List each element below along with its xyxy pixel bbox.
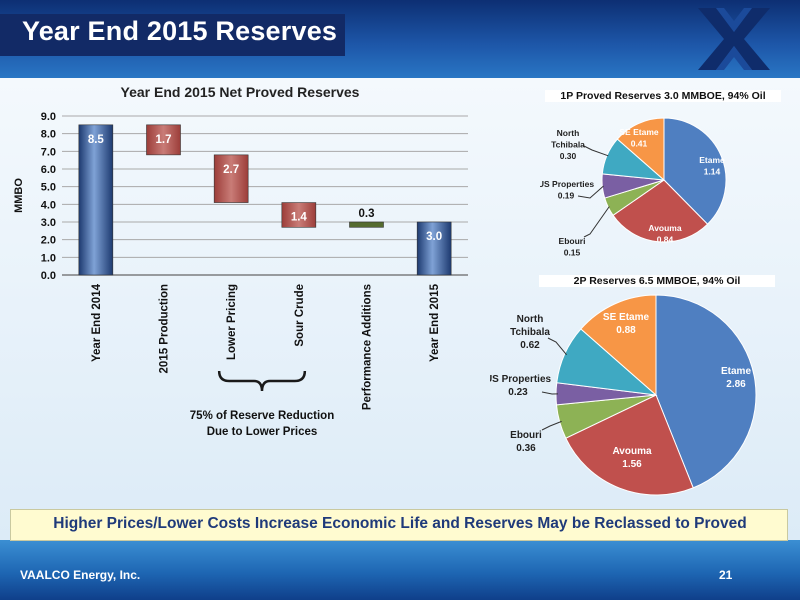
y-tick-label: 7.0 xyxy=(41,146,56,158)
x-tick-label: Year End 2015 xyxy=(429,283,441,362)
y-tick-label: 8.0 xyxy=(41,129,56,141)
waterfall-y-axis-label: MMBO xyxy=(13,178,25,213)
pie-slice-label: US Properties xyxy=(490,374,552,385)
bar-data-label: 3.0 xyxy=(426,231,442,243)
pie-slice-value: 0.84 xyxy=(657,235,674,245)
waterfall-x-ticks: Year End 2014 2015 Production Lower Pricin… xyxy=(91,283,441,410)
pie-slice xyxy=(616,117,665,182)
waterfall-chart: Year End 2015 Net Proved Reserves MMBO 0… xyxy=(13,84,468,438)
pie-slice-label: Ebouri xyxy=(510,430,542,441)
annotation-brace xyxy=(217,370,307,392)
pie-slice-label: Etame xyxy=(721,366,751,377)
pie-leader-line xyxy=(583,145,609,157)
pie-slice-label: US Properties xyxy=(540,179,594,189)
pie-slice xyxy=(663,117,727,225)
pie-1p-title: 1P Proved Reserves 3.0 MMBOE, 94% Oil xyxy=(545,90,781,102)
pie-leader-line xyxy=(547,337,567,356)
footer-background xyxy=(0,540,800,600)
y-tick-label: 0.0 xyxy=(41,270,56,282)
x-tick-label: 2015 Production xyxy=(159,284,171,373)
x-tick-label: Year End 2014 xyxy=(91,283,103,362)
pie-slice-value: 1.56 xyxy=(622,459,642,470)
bar-data-label: 2.7 xyxy=(223,164,239,176)
summary-banner-text: Higher Prices/Lower Costs Increase Econo… xyxy=(53,515,747,532)
pie-slice xyxy=(655,294,757,489)
pie-slice-value: 0.15 xyxy=(564,248,581,258)
waterfall-bar xyxy=(281,202,317,228)
annotation-text: Due to Lower Prices xyxy=(207,426,318,438)
pie-1p-chart: Etame 1.14 Avouma 0.84 Ebouri 0.15 US Properti… xyxy=(540,117,727,258)
y-tick-label: 2.0 xyxy=(41,235,56,247)
x-tick-label: Sour Crude xyxy=(294,284,306,347)
bar-data-label: 8.5 xyxy=(88,134,105,146)
footer-company: VAALCO Energy, Inc. xyxy=(20,568,141,582)
pie-slice-label: Tchibala xyxy=(510,327,550,338)
pie-2p-chart: Etame 2.86 Avouma 1.56 Ebouri 0.36 US Properti… xyxy=(490,294,757,496)
waterfall-bar xyxy=(416,221,452,276)
bar-data-label: 1.7 xyxy=(156,134,172,146)
y-tick-label: 3.0 xyxy=(41,217,56,229)
pie-slice-label: North xyxy=(557,128,580,138)
y-tick-label: 1.0 xyxy=(41,252,56,264)
pie-2p-title: 2P Reserves 6.5 MMBOE, 94% Oil xyxy=(539,275,775,287)
waterfall-chart-title: Year End 2015 Net Proved Reserves xyxy=(121,84,360,100)
pie-slice-value: 0.30 xyxy=(560,151,577,161)
waterfall-y-ticks: 0.0 1.0 2.0 3.0 4.0 5.0 6.0 7.0 8.0 9.0 xyxy=(41,111,56,282)
slide-title: Year End 2015 Reserves xyxy=(22,16,338,46)
waterfall-gridlines xyxy=(62,115,468,276)
x-tick-label: Lower Pricing xyxy=(226,284,238,360)
pie-leader-line xyxy=(577,185,604,199)
pie-slice xyxy=(580,294,657,397)
pie-slice-label: SE Etame xyxy=(619,127,658,137)
y-tick-label: 4.0 xyxy=(41,199,56,211)
pie-slice-label: Etame xyxy=(699,155,725,165)
y-tick-label: 5.0 xyxy=(41,182,56,194)
waterfall-bar xyxy=(349,221,384,228)
bar-data-label: 0.3 xyxy=(359,208,375,220)
pie-slice-label: SE Etame xyxy=(603,312,650,323)
pie-slice xyxy=(565,394,694,496)
pie-slice-label: North xyxy=(517,314,544,325)
pie-slice-value: 2.86 xyxy=(726,379,746,390)
pie-slice-value: 1.14 xyxy=(704,167,721,177)
title-box xyxy=(0,14,345,56)
waterfall-bar xyxy=(146,124,181,156)
waterfall-bar xyxy=(213,154,249,203)
y-tick-label: 9.0 xyxy=(41,111,56,123)
x-tick-label: Performance Additions xyxy=(362,284,374,410)
y-tick-label: 6.0 xyxy=(41,164,56,176)
pie-leader-line xyxy=(541,420,562,431)
pie-slice-value: 0.36 xyxy=(516,443,536,454)
pie-slice-value: 0.41 xyxy=(631,139,648,149)
pie-leader-line xyxy=(583,206,610,238)
page-number: 21 xyxy=(719,568,733,582)
pie-slice-label: Avouma xyxy=(648,223,681,233)
pie-slice-label: Ebouri xyxy=(559,236,586,246)
bar-data-label: 1.4 xyxy=(291,212,308,224)
pie-slice xyxy=(612,179,709,243)
summary-banner: Higher Prices/Lower Costs Increase Econo… xyxy=(10,509,788,541)
pie-slice-value: 0.62 xyxy=(520,340,540,351)
pie-slice-value: 0.88 xyxy=(616,325,636,336)
annotation-text: 75% of Reserve Reduction xyxy=(190,410,334,422)
pie-slice-value: 0.19 xyxy=(558,191,575,201)
pie-slice-value: 0.23 xyxy=(508,387,528,398)
vaalco-logo-icon xyxy=(698,8,770,70)
waterfall-annotation: 75% of Reserve Reduction Due to Lower Pri… xyxy=(190,370,334,438)
pie-slice-label: Avouma xyxy=(612,446,652,457)
pie-leader-line xyxy=(541,391,559,395)
waterfall-bar xyxy=(78,124,114,276)
waterfall-bars: 8.5 1.7 2.7 1.4 0.3 3.0 xyxy=(78,124,452,276)
pie-slice-label: Tchibala xyxy=(551,140,585,150)
